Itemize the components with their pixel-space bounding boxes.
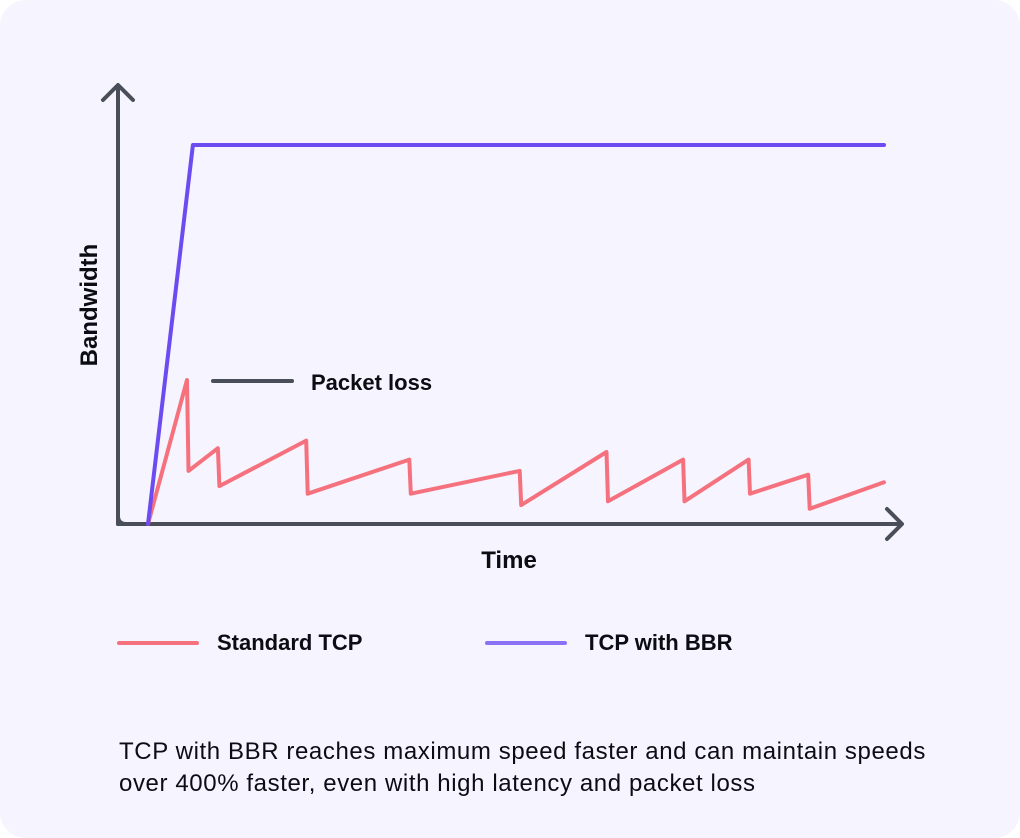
y-axis-arrowhead — [101, 83, 135, 102]
y-axis-label: Bandwidth — [76, 244, 103, 367]
chart-axes — [101, 83, 904, 541]
series-line-standard-tcp — [146, 378, 886, 526]
legend-item-standard-tcp: Standard TCP — [117, 630, 362, 656]
legend-item-tcp-bbr: TCP with BBR — [485, 630, 732, 656]
packet-loss-label: Packet loss — [311, 370, 432, 395]
x-axis-label: Time — [481, 547, 537, 574]
legend-label-tcp-bbr: TCP with BBR — [585, 630, 733, 655]
legend-label-standard-tcp: Standard TCP — [217, 630, 363, 655]
x-axis-arrowhead — [885, 507, 904, 541]
series-layer — [146, 143, 886, 526]
series-line-tcp-bbr — [146, 143, 886, 526]
legend-swatch-standard-tcp — [117, 641, 199, 645]
chart-caption: TCP with BBR reaches maximum speed faste… — [119, 738, 926, 797]
legend-swatch-tcp-bbr — [485, 641, 567, 645]
axis-corner — [116, 515, 127, 526]
